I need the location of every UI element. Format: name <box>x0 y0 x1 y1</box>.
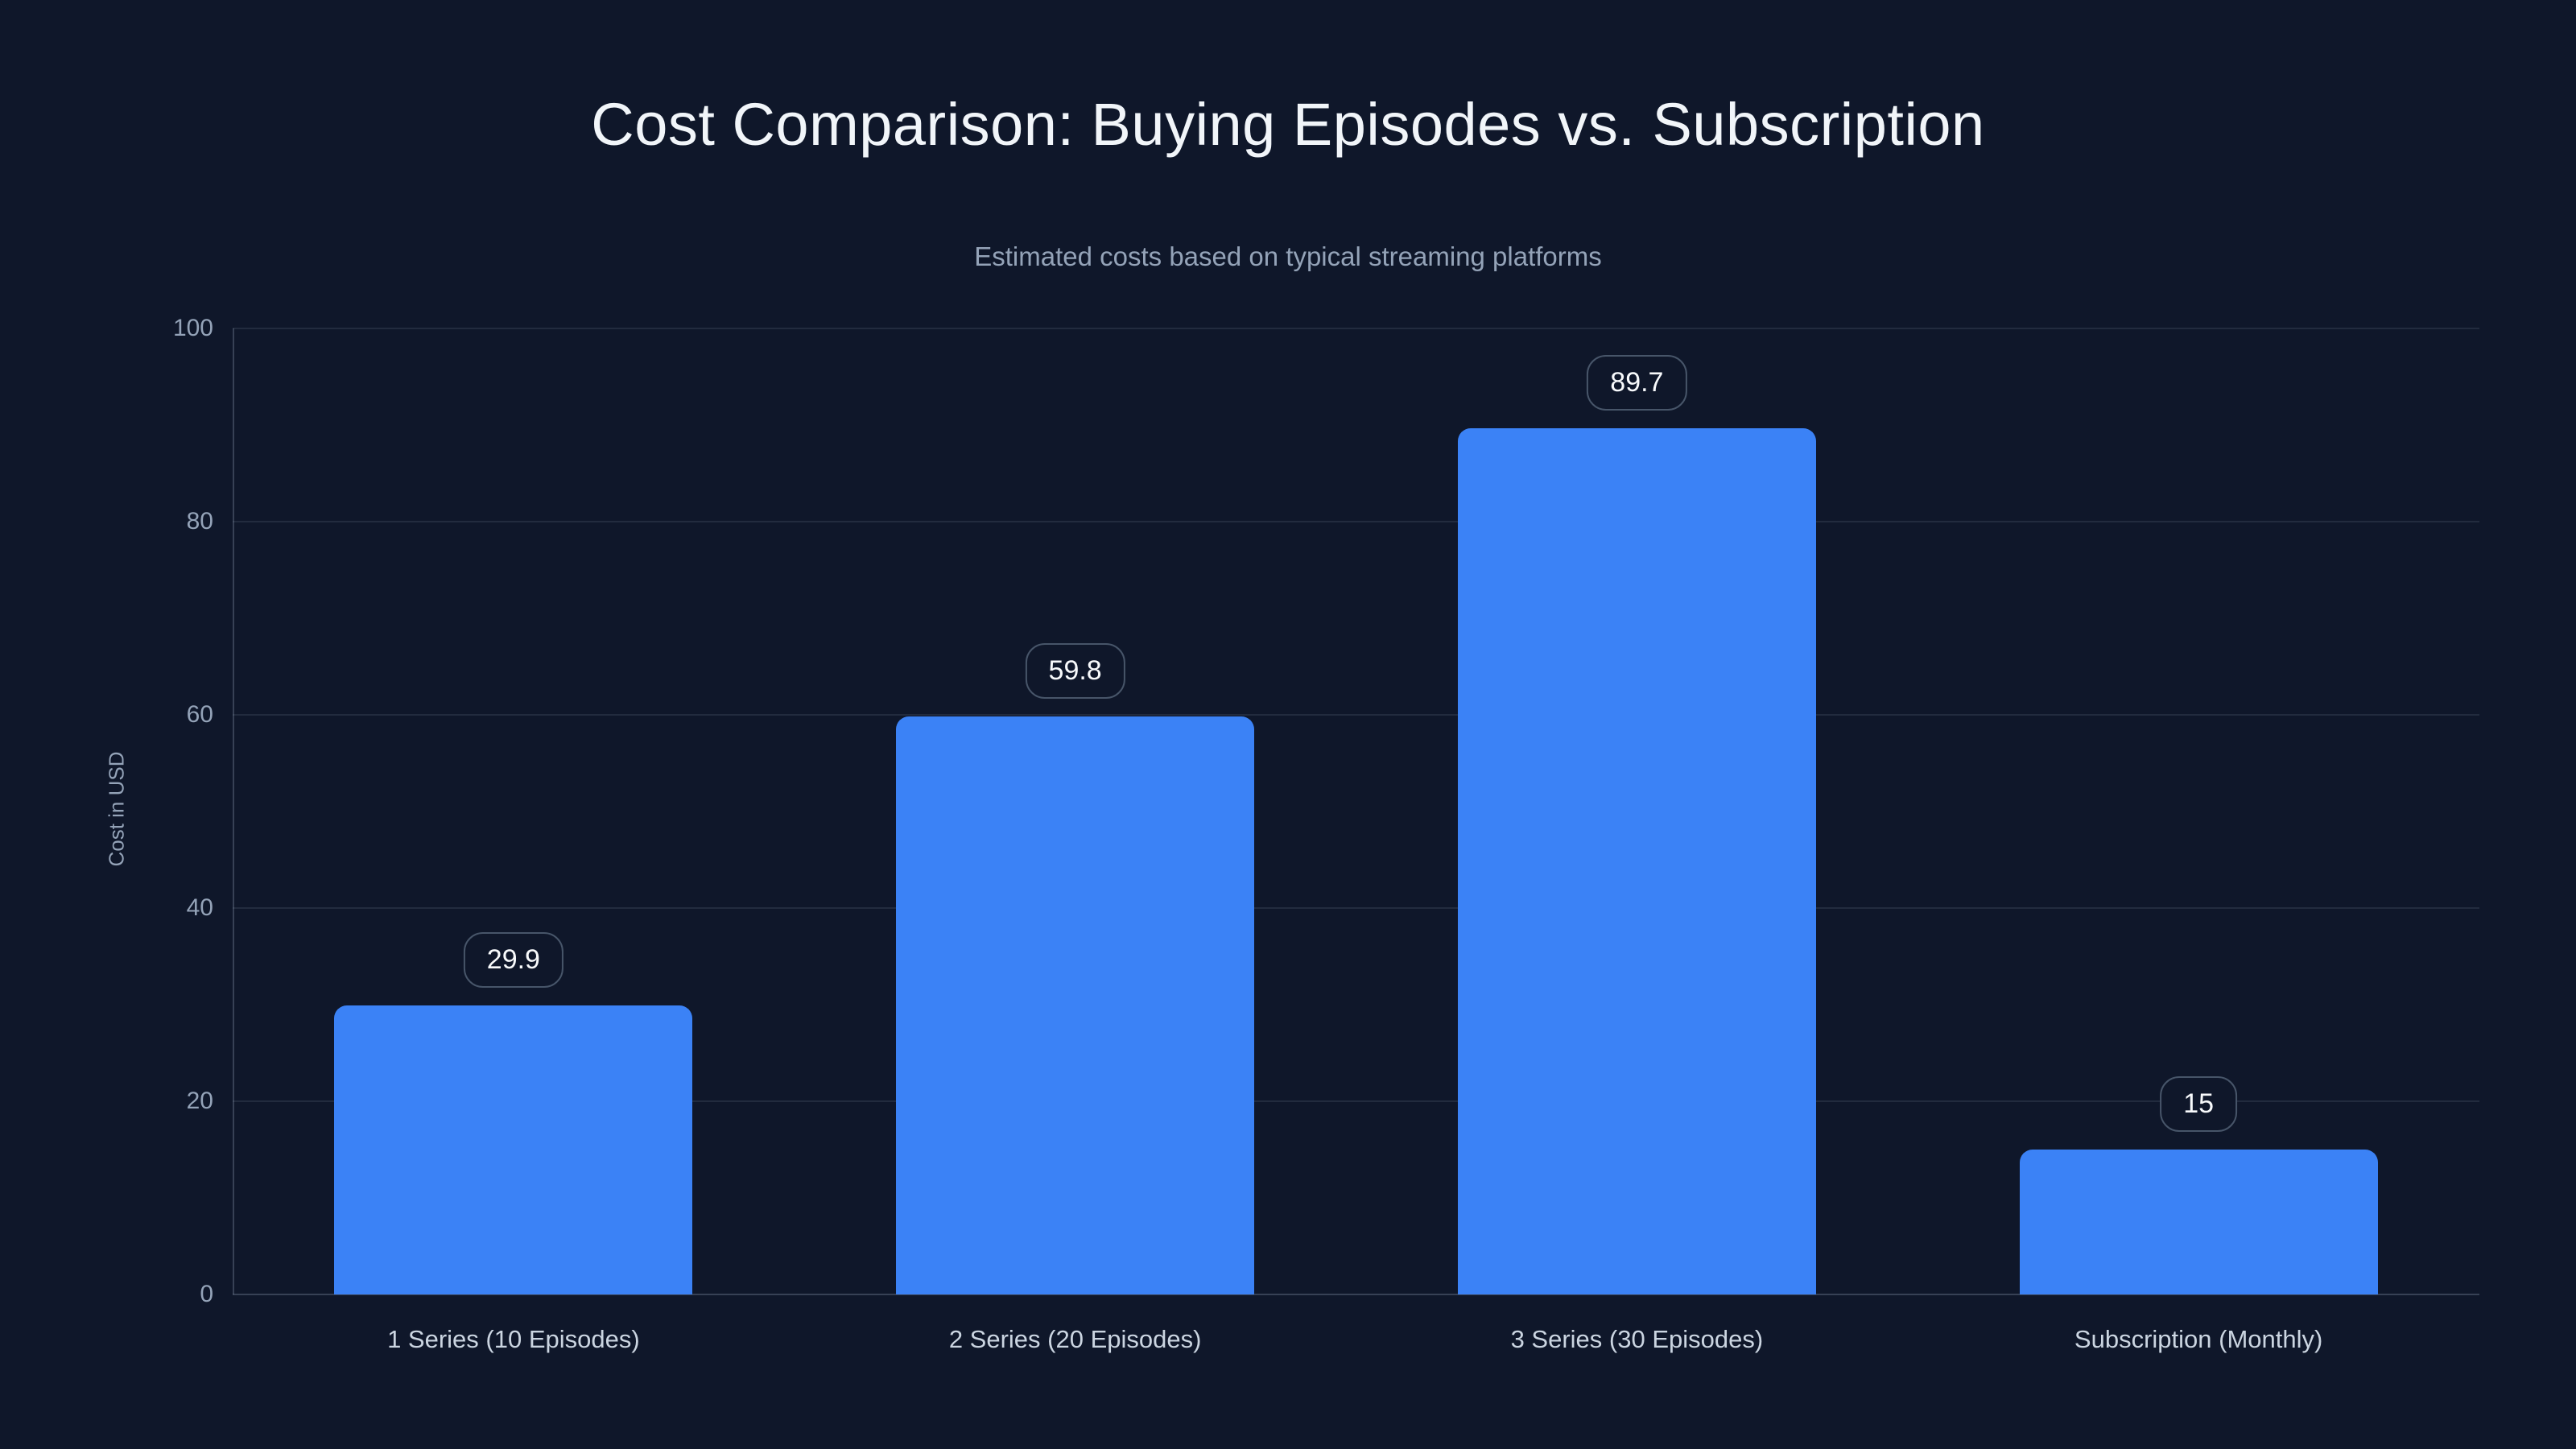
y-axis-title: Cost in USD <box>104 751 129 867</box>
y-tick-label: 100 <box>172 315 213 341</box>
y-tick-label: 20 <box>186 1088 213 1114</box>
y-tick-label: 40 <box>186 894 213 921</box>
gridline <box>233 1100 2479 1102</box>
bar-value-badge: 29.9 <box>463 932 564 989</box>
bar-value-badge: 59.8 <box>1025 643 1125 700</box>
x-category-label: 3 Series (30 Episodes) <box>1510 1325 1764 1353</box>
y-tick-label: 60 <box>186 701 213 728</box>
x-category-label: 2 Series (20 Episodes) <box>948 1325 1202 1353</box>
chart-subtitle: Estimated costs based on typical streami… <box>974 242 1602 271</box>
gridline <box>233 521 2479 522</box>
y-axis-line <box>233 328 234 1294</box>
bar-value-badge: 89.7 <box>1587 354 1687 411</box>
bar <box>334 1005 693 1294</box>
bar <box>1457 427 1816 1294</box>
x-axis-line <box>233 1294 2479 1295</box>
y-tick-label: 0 <box>200 1281 213 1307</box>
bar <box>896 716 1255 1294</box>
bar-value-badge: 15 <box>2160 1076 2238 1132</box>
y-tick-label: 80 <box>186 508 213 535</box>
bar <box>2019 1150 2378 1294</box>
gridline <box>233 714 2479 716</box>
gridline <box>233 907 2479 909</box>
plot-area: 0 20 40 60 80 100 29.9 1 Series (10 Episodes) 59… <box>173 315 2479 1353</box>
chart-title: Cost Comparison: Buying Episodes vs. Sub… <box>591 91 1985 158</box>
x-category-label: 1 Series (10 Episodes) <box>387 1325 640 1353</box>
x-category-label: Subscription (Monthly) <box>2074 1325 2323 1353</box>
gridline <box>233 328 2479 329</box>
